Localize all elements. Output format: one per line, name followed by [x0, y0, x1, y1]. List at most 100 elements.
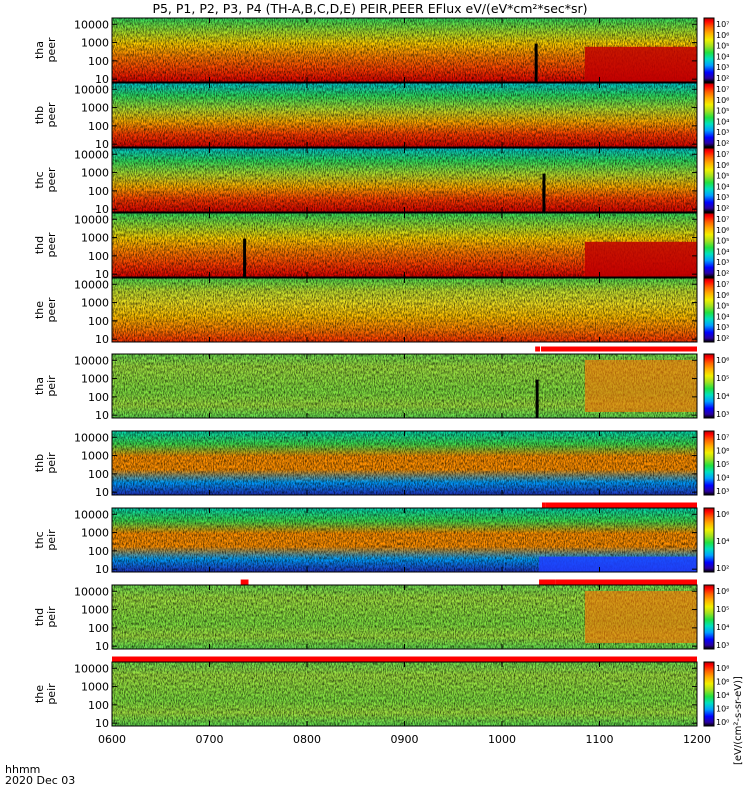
colorbar-tick-label: 10² [716, 74, 729, 83]
colorbar-gradient [703, 507, 715, 573]
y-tick-label: 100 [88, 699, 109, 712]
colorbar-tick-label: 10⁶ [716, 291, 729, 300]
y-axis-label: tha [33, 377, 46, 395]
colorbar-tick-label: 10⁴ [716, 474, 729, 483]
flag-bar [596, 579, 603, 585]
low-energy-region [539, 556, 697, 572]
y-tick-label: 10 [95, 486, 109, 499]
y-axis-label: tha [33, 41, 46, 59]
x-tick-label: 1100 [586, 733, 614, 746]
y-tick-label: 1000 [81, 604, 109, 617]
date-label: 2020 Dec 03 [5, 774, 75, 787]
y-tick-label: 1000 [81, 167, 109, 180]
y-tick-label: 10000 [74, 354, 109, 367]
y-tick-label: 100 [88, 120, 109, 133]
y-tick-label: 100 [88, 391, 109, 404]
colorbar-tick-label: 10⁵ [716, 605, 729, 614]
data-gap-line [243, 238, 247, 277]
x-tick-label: 0900 [391, 733, 419, 746]
colorbar-tick-label: 10³ [716, 487, 729, 496]
x-tick-label: 0600 [98, 733, 126, 746]
flag-bar [535, 346, 541, 352]
colorbar-gradient [703, 82, 715, 148]
y-tick-label: 10 [95, 409, 109, 422]
spectrogram-noise [112, 278, 697, 342]
data-gap-line [542, 173, 546, 212]
y-tick-label: 10 [95, 563, 109, 576]
x-tick-label: 0700 [196, 733, 224, 746]
colorbar-tick-label: 10⁵ [716, 302, 729, 311]
spectrogram-noise [112, 662, 697, 726]
flag-bar [613, 579, 619, 585]
hot-region [584, 241, 697, 277]
colorbar-tick-label: 10⁰ [716, 718, 729, 727]
time-label: hhmm [5, 763, 40, 776]
colorbar-tick-label: 10⁷ [716, 150, 729, 159]
colorbar-gradient [703, 147, 715, 213]
colorbar-tick-label: 10⁶ [716, 678, 729, 687]
y-tick-label: 10000 [74, 662, 109, 675]
flag-bar [541, 502, 546, 508]
y-axis-label: thd [33, 236, 46, 254]
y-axis-label: peir [45, 452, 58, 474]
colorbar-tick-label: 10⁴ [716, 247, 729, 256]
colorbar-tick-label: 10⁵ [716, 460, 729, 469]
y-axis-label: the [33, 301, 46, 319]
colorbar-tick-label: 10⁴ [716, 52, 729, 61]
colorbar-gradient [703, 661, 715, 727]
colorbar: 10³ 10⁴ 10⁵ 10⁶ [703, 353, 729, 419]
y-axis-label: peer [45, 102, 58, 128]
y-tick-label: 10000 [74, 148, 109, 161]
colorbar-gradient [703, 212, 715, 278]
colorbar-tick-label: 10³ [716, 63, 729, 72]
x-tick-label: 0800 [293, 733, 321, 746]
colorbar-unit-label: [eV/(cm²-s-sr-eV)] [733, 676, 744, 765]
colorbar-tick-label: 10⁶ [716, 587, 729, 596]
y-axis-label: peer [45, 297, 58, 323]
y-tick-label: 100 [88, 315, 109, 328]
y-tick-label: 1000 [81, 450, 109, 463]
colorbar-tick-label: 10⁵ [716, 107, 729, 116]
colorbar-tick-label: 10⁶ [716, 226, 729, 235]
figure-title: P5, P1, P2, P3, P4 (TH-A,B,C,D,E) PEIR,P… [152, 1, 587, 16]
colorbar-tick-label: 10⁴ [716, 117, 729, 126]
y-axis-label: peir [45, 683, 58, 705]
spectrogram-noise [112, 83, 697, 147]
colorbar-tick-label: 10⁷ [716, 280, 729, 289]
y-tick-label: 10 [95, 138, 109, 151]
colorbar-tick-label: 10⁵ [716, 237, 729, 246]
y-axis-label: peer [45, 167, 58, 193]
colorbar-tick-label: 10³ [716, 193, 729, 202]
colorbar-tick-label: 10⁶ [716, 447, 729, 456]
flag-bar [646, 579, 653, 585]
panel-thb-peir: 10 100 1000 10000 thb peir 10³ 10⁴ 10⁵ 10⁶ 10⁷ [33, 430, 729, 499]
colorbar-tick-label: 10⁶ [716, 31, 729, 40]
colorbar-tick-label: 10² [716, 269, 729, 278]
y-axis-label: thc [33, 171, 46, 188]
colorbar: 10³ 10⁴ 10⁵ 10⁶ 10⁷ [703, 430, 729, 496]
y-tick-label: 10000 [74, 18, 109, 31]
colorbar-tick-label: 10² [716, 705, 729, 714]
flag-bar [555, 579, 697, 585]
colorbar-tick-label: 10³ [716, 641, 729, 650]
colorbar-tick-label: 10⁷ [716, 215, 729, 224]
colorbar: 10³ 10⁴ 10⁵ 10⁶ [703, 584, 729, 650]
y-axis-label: peir [45, 529, 58, 551]
colorbar-tick-label: 10⁶ [716, 356, 729, 365]
flag-bar [545, 502, 697, 508]
colorbar-tick-label: 10⁷ [716, 433, 729, 442]
panel-thd-peir: 10 100 1000 10000 thd peir 10³ 10⁴ 10⁵ 10⁶ [33, 584, 729, 653]
y-tick-label: 100 [88, 185, 109, 198]
spectrogram-noise [112, 148, 697, 212]
panel-thc-peir: 10 100 1000 10000 thc peir 10² 10⁴ 10⁶ [33, 507, 729, 576]
y-tick-label: 10 [95, 717, 109, 730]
y-tick-label: 10 [95, 268, 109, 281]
y-tick-label: 100 [88, 250, 109, 263]
colorbar-tick-label: 10⁴ [716, 691, 729, 700]
